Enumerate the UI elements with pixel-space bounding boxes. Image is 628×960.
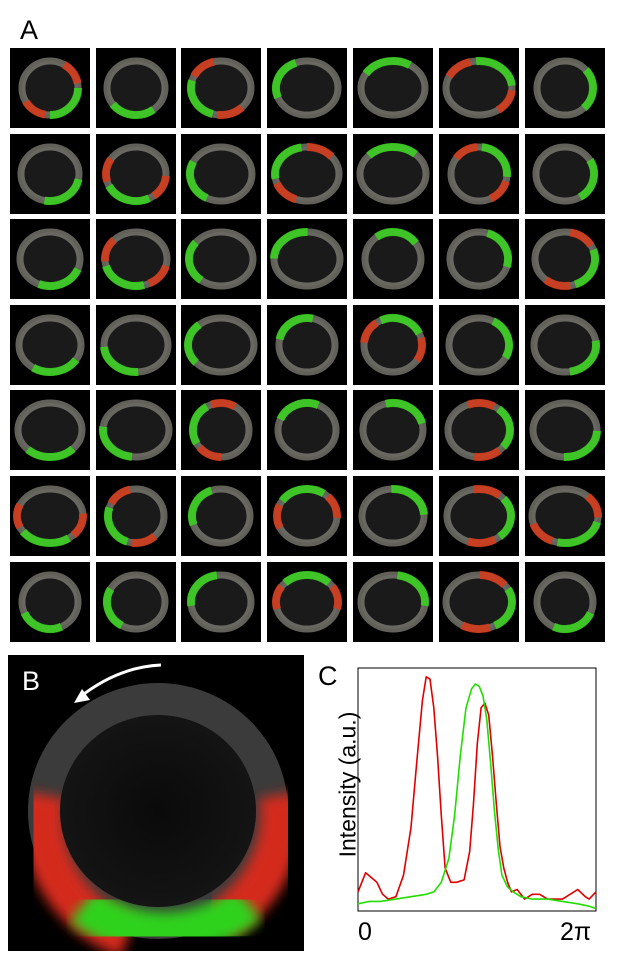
green-intensity-line <box>357 683 597 910</box>
embryo-tile <box>181 562 261 642</box>
embryo-tile <box>353 305 433 385</box>
embryo-tile <box>353 476 433 556</box>
embryo-tile <box>353 219 433 299</box>
embryo-tile <box>525 305 605 385</box>
embryo-tile <box>96 476 176 556</box>
embryo-tile <box>181 219 261 299</box>
embryo-tile <box>525 390 605 470</box>
embryo-tile <box>96 219 176 299</box>
embryo-tile <box>10 562 90 642</box>
embryo-tile <box>353 48 433 128</box>
plot-frame <box>357 667 597 912</box>
embryo-tile <box>267 305 347 385</box>
embryo-tile <box>439 390 519 470</box>
embryo-tile <box>181 390 261 470</box>
embryo-tile <box>181 134 261 214</box>
embryo-tile <box>267 562 347 642</box>
intensity-chart <box>318 660 608 955</box>
embryo-tile <box>525 476 605 556</box>
embryo-tile <box>353 134 433 214</box>
embryo-tile <box>96 134 176 214</box>
embryo-tile <box>10 390 90 470</box>
embryo-tile <box>10 48 90 128</box>
panel-c-label: C <box>318 661 338 691</box>
embryo-tile <box>525 562 605 642</box>
embryo-tile <box>525 134 605 214</box>
embryo-tile <box>267 48 347 128</box>
embryo-tile <box>353 562 433 642</box>
panel-b-image <box>8 655 304 951</box>
embryo-tile <box>96 562 176 642</box>
embryo-tile <box>439 219 519 299</box>
arrow-head-icon <box>74 689 90 703</box>
embryo-tile <box>96 390 176 470</box>
panel-a-label: A <box>20 15 39 45</box>
panel-b-label: B <box>22 666 41 696</box>
x-tick-2pi: 2π <box>560 918 592 946</box>
embryo-tile <box>439 134 519 214</box>
embryo-tile <box>96 305 176 385</box>
embryo-tile <box>353 390 433 470</box>
embryo-tile <box>181 476 261 556</box>
embryo-tile <box>267 134 347 214</box>
green-signal-ventral <box>70 886 262 951</box>
embryo-tile <box>10 134 90 214</box>
embryo-tile <box>267 476 347 556</box>
embryo-tile <box>439 476 519 556</box>
rotation-arrow <box>79 663 162 699</box>
embryo-tile <box>439 48 519 128</box>
embryo-tile <box>267 390 347 470</box>
embryo-tile <box>525 219 605 299</box>
embryo-tile <box>181 305 261 385</box>
embryo-tile <box>267 219 347 299</box>
embryo-tile <box>10 219 90 299</box>
embryo-tile <box>181 48 261 128</box>
embryo-tile <box>96 48 176 128</box>
embryo-tile <box>439 305 519 385</box>
embryo-tile <box>10 305 90 385</box>
embryo-tile <box>10 476 90 556</box>
embryo-tile <box>439 562 519 642</box>
red-intensity-line <box>357 675 597 900</box>
x-tick-0: 0 <box>358 918 372 946</box>
embryo-tile <box>525 48 605 128</box>
